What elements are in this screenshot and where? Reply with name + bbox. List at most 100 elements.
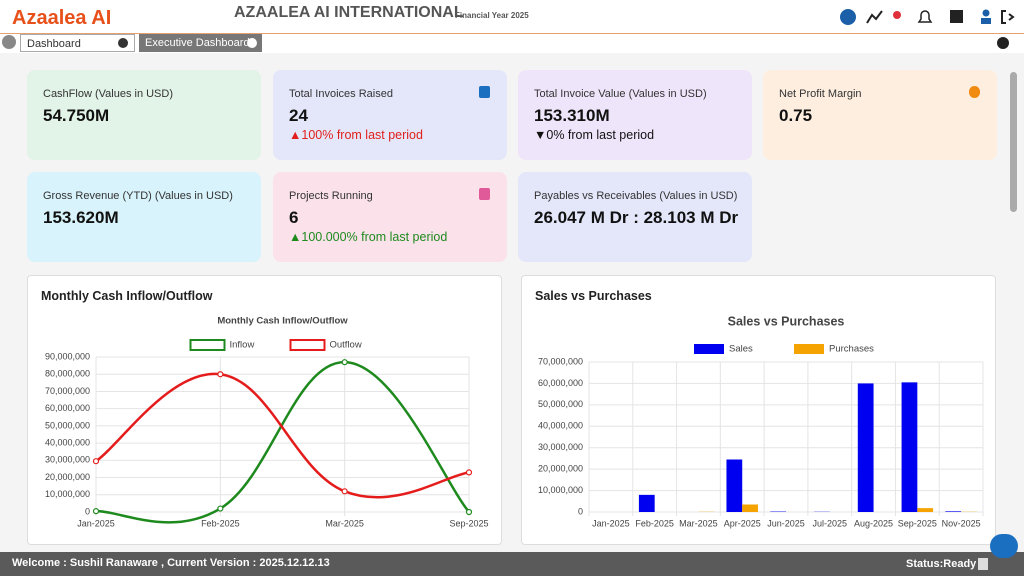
user-icon[interactable] bbox=[982, 9, 990, 17]
card-value: 54.750M bbox=[43, 106, 110, 125]
x-tick-label: Aug-2025 bbox=[854, 518, 893, 528]
card-change: ▲100% from last period bbox=[289, 128, 423, 142]
y-tick-label: 50,000,000 bbox=[538, 399, 583, 409]
chart-title: Monthly Cash Inflow/Outflow bbox=[217, 316, 348, 327]
card-icon bbox=[479, 188, 490, 200]
x-tick-label: Jun-2025 bbox=[767, 518, 805, 528]
apps-icon[interactable] bbox=[950, 10, 963, 23]
kpi-card: Total Invoices Raised 24 ▲100% from last p… bbox=[273, 70, 507, 160]
card-title: Payables vs Receivables (Values in USD) bbox=[534, 190, 738, 202]
y-tick-label: 30,000,000 bbox=[45, 455, 90, 465]
x-tick-label: Feb-2025 bbox=[201, 518, 240, 528]
legend-label: Outflow bbox=[330, 340, 362, 351]
tab-active[interactable]: Executive Dashboard bbox=[139, 34, 262, 52]
location-icon[interactable] bbox=[893, 11, 901, 19]
point bbox=[465, 469, 473, 476]
app-subtitle: Financial Year 2025 bbox=[455, 11, 529, 20]
status-text: Status:Ready bbox=[906, 558, 977, 570]
chat-button[interactable] bbox=[990, 534, 1018, 558]
bar bbox=[917, 508, 934, 512]
kpi-card: Payables vs Receivables (Values in USD) 2… bbox=[518, 172, 752, 262]
chart: Monthly Cash Inflow/Outflow Inflow Outflow… bbox=[45, 316, 489, 529]
legend-label: Sales bbox=[729, 344, 753, 355]
y-tick-label: 80,000,000 bbox=[45, 369, 90, 379]
card-title: Gross Revenue (YTD) (Values in USD) bbox=[43, 190, 233, 202]
logout-icon[interactable] bbox=[1001, 10, 1015, 24]
tab-scroll-left[interactable] bbox=[2, 35, 16, 49]
kpi-card: Projects Running 6 ▲100.000% from last per… bbox=[273, 172, 507, 262]
y-tick-label: 50,000,000 bbox=[45, 420, 90, 430]
scrollbar[interactable] bbox=[1010, 72, 1017, 212]
x-tick-label: Jan-2025 bbox=[592, 518, 630, 528]
legend-swatch bbox=[694, 344, 724, 354]
bar bbox=[945, 511, 962, 512]
logo: Azaalea AI bbox=[12, 7, 112, 29]
card-value: 6 bbox=[289, 208, 299, 227]
y-tick-label: 70,000,000 bbox=[538, 356, 583, 366]
card-value: 153.620M bbox=[43, 208, 119, 227]
user-icon-body bbox=[981, 18, 991, 24]
card-title: Total Invoice Value (Values in USD) bbox=[534, 88, 707, 100]
legend-swatch bbox=[289, 339, 326, 351]
card-icon bbox=[969, 86, 980, 98]
x-tick-label: Jul-2025 bbox=[813, 518, 848, 528]
kpi-card: Total Invoice Value (Values in USD) 153.3… bbox=[518, 70, 752, 160]
card-title: CashFlow (Values in USD) bbox=[43, 88, 174, 100]
kpi-card: Gross Revenue (YTD) (Values in USD) 153.6… bbox=[27, 172, 261, 262]
tab[interactable]: Dashboard bbox=[20, 34, 135, 52]
point bbox=[217, 505, 224, 512]
x-tick-label: Feb-2025 bbox=[635, 518, 674, 528]
bar bbox=[742, 504, 758, 512]
series-line bbox=[95, 372, 470, 499]
y-tick-label: 30,000,000 bbox=[538, 442, 583, 452]
card-change: ▲100.000% from last period bbox=[289, 230, 448, 244]
point bbox=[341, 359, 348, 366]
header-rule bbox=[0, 33, 1024, 34]
legend-label: Purchases bbox=[829, 344, 874, 355]
point bbox=[92, 458, 100, 465]
panel-title: Sales vs Purchases bbox=[535, 289, 652, 303]
point bbox=[465, 508, 473, 516]
app-title: AZAALEA AI INTERNATIONAL bbox=[234, 4, 464, 21]
card-title: Net Profit Margin bbox=[779, 88, 862, 100]
panel: Sales vs Purchases Sales vs Purchases Sale… bbox=[521, 275, 996, 545]
legend-swatch bbox=[189, 339, 226, 351]
y-tick-label: 10,000,000 bbox=[45, 489, 90, 499]
bar bbox=[726, 459, 743, 512]
card-title: Projects Running bbox=[289, 190, 373, 202]
chart-icon[interactable] bbox=[866, 10, 883, 24]
card-icon bbox=[479, 86, 490, 98]
card-value: 24 bbox=[289, 106, 308, 125]
calculator-icon[interactable] bbox=[978, 558, 988, 570]
y-tick-label: 70,000,000 bbox=[45, 386, 90, 396]
y-tick-label: 40,000,000 bbox=[45, 437, 90, 447]
y-tick-label: 60,000,000 bbox=[45, 403, 90, 413]
legend-label: Inflow bbox=[230, 340, 255, 351]
panel: Monthly Cash Inflow/Outflow Monthly Cash … bbox=[27, 275, 502, 545]
chart: Sales vs Purchases Sales Purchases 0 10,000,… bbox=[538, 314, 984, 528]
bar bbox=[857, 383, 874, 512]
bar bbox=[901, 382, 918, 512]
tab-close[interactable] bbox=[118, 38, 128, 48]
point bbox=[217, 371, 224, 378]
series-line bbox=[95, 360, 470, 524]
dashboard-icon[interactable] bbox=[840, 9, 856, 25]
x-tick-label: Mar-2025 bbox=[679, 518, 718, 528]
panel-title: Monthly Cash Inflow/Outflow bbox=[41, 289, 213, 303]
kpi-card: CashFlow (Values in USD) 54.750M bbox=[27, 70, 261, 160]
card-change: ▼0% from last period bbox=[534, 128, 655, 142]
y-tick-label: 40,000,000 bbox=[538, 421, 583, 431]
point bbox=[92, 508, 100, 515]
tab-close[interactable] bbox=[247, 38, 257, 48]
bell-icon[interactable] bbox=[917, 10, 933, 23]
x-tick-label: Sep-2025 bbox=[449, 518, 488, 528]
point bbox=[341, 488, 348, 495]
legend-swatch bbox=[794, 344, 824, 354]
y-tick-label: 20,000,000 bbox=[45, 472, 90, 482]
close-all[interactable] bbox=[997, 37, 1009, 49]
x-tick-label: Apr-2025 bbox=[724, 518, 761, 528]
footer bbox=[0, 552, 1024, 576]
welcome-text: Welcome : Sushil Ranaware , Current Vers… bbox=[12, 557, 330, 569]
y-tick-label: 0 bbox=[578, 506, 583, 516]
